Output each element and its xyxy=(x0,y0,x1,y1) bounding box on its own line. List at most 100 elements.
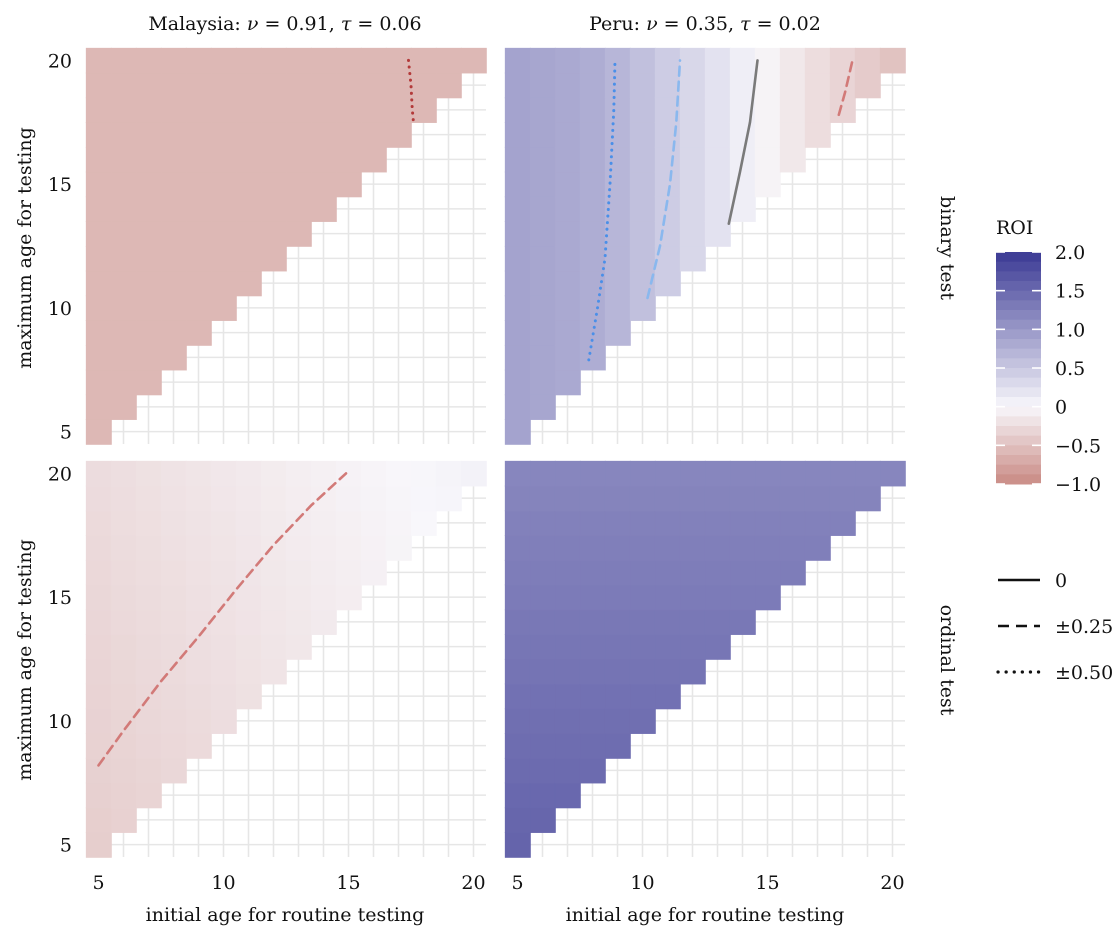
heatmap-cell xyxy=(160,97,187,124)
heatmap-cell xyxy=(779,47,806,74)
heatmap-cell xyxy=(285,584,312,611)
heatmap-cell xyxy=(185,196,212,223)
x-tick-label: 5 xyxy=(92,872,104,894)
heatmap-cell xyxy=(385,460,412,487)
heatmap-cell xyxy=(110,609,137,636)
y-tick-label: 20 xyxy=(48,463,72,485)
heatmap-cell xyxy=(135,146,162,173)
heatmap-cell xyxy=(85,221,112,247)
heatmap-cell xyxy=(85,295,112,322)
heatmap-cell xyxy=(579,757,606,784)
heatmap-cell xyxy=(185,559,212,586)
heatmap-cell xyxy=(135,47,162,74)
heatmap-cell xyxy=(235,609,262,636)
colorbar-label: 1.0 xyxy=(1055,319,1085,341)
heatmap-cell xyxy=(235,584,262,611)
heatmap-cell xyxy=(604,146,631,173)
heatmap-cell xyxy=(135,782,162,809)
heatmap-cell xyxy=(654,535,681,561)
heatmap-cell xyxy=(85,270,112,297)
heatmap-cell xyxy=(360,122,387,148)
heatmap-cell xyxy=(210,683,237,710)
heatmap-cell xyxy=(679,122,706,148)
heatmap-cell xyxy=(579,122,606,148)
heatmap-cell xyxy=(529,295,556,322)
heatmap-cell xyxy=(529,47,556,74)
heatmap-cell xyxy=(854,47,881,74)
heatmap-cell xyxy=(529,807,556,834)
heatmap-cell xyxy=(285,510,312,537)
heatmap-cell xyxy=(529,320,556,346)
heatmap-cell xyxy=(285,221,312,247)
column-title-malaysia: Malaysia: ν = 0.91, τ = 0.06 xyxy=(148,13,421,35)
heatmap-cell xyxy=(779,460,806,487)
heatmap-cell xyxy=(654,47,681,74)
heatmap-cell xyxy=(704,485,731,512)
heatmap-cell xyxy=(804,122,831,148)
heatmap-cell xyxy=(110,171,137,198)
heatmap-cell xyxy=(160,733,187,759)
heatmap-cells xyxy=(504,47,906,445)
heatmap-cell xyxy=(729,485,756,512)
heatmap-cell xyxy=(235,146,262,173)
heatmap-cell xyxy=(210,658,237,685)
heatmap-cell xyxy=(185,683,212,710)
heatmap-cell xyxy=(504,344,531,371)
heatmap-cell xyxy=(135,369,162,396)
heatmap-cell xyxy=(135,97,162,124)
heatmap-cell xyxy=(185,295,212,322)
heatmap-cell xyxy=(779,559,806,586)
heatmap-cell xyxy=(604,320,631,346)
contour-line xyxy=(837,59,854,117)
y-tick-label: 15 xyxy=(48,174,72,196)
heatmap-cell xyxy=(554,97,581,124)
heatmap-cell xyxy=(679,535,706,561)
heatmap-cell xyxy=(110,146,137,173)
heatmap-cell xyxy=(160,171,187,198)
heatmap-cell xyxy=(85,245,112,272)
heatmap-cell xyxy=(504,559,531,586)
heatmap-cell xyxy=(360,485,387,512)
heatmap-cell xyxy=(504,460,531,487)
heatmap-cell xyxy=(704,584,731,611)
heatmap-cell xyxy=(85,97,112,124)
heatmap-cell xyxy=(210,708,237,735)
heatmap-cell xyxy=(260,97,287,124)
heatmap-cell xyxy=(554,584,581,611)
heatmap-cell xyxy=(579,196,606,223)
heatmap-cell xyxy=(160,757,187,784)
heatmap-cell xyxy=(235,634,262,660)
heatmap-cell xyxy=(729,559,756,586)
heatmap-cell xyxy=(110,708,137,735)
heatmap-cell xyxy=(629,460,656,487)
heatmap-cell xyxy=(729,510,756,537)
heatmap-cell xyxy=(729,122,756,148)
heatmap-cell xyxy=(804,485,831,512)
heatmap-cell xyxy=(604,584,631,611)
heatmap-cell xyxy=(185,270,212,297)
heatmap-cell xyxy=(135,460,162,487)
heatmap-cell xyxy=(529,394,556,421)
heatmap-cell xyxy=(110,47,137,74)
heatmap-cell xyxy=(235,510,262,537)
heatmap-cell xyxy=(85,757,112,784)
row-label-ordinal: ordinal test xyxy=(936,605,958,716)
heatmap-cell xyxy=(335,72,362,99)
heatmap-cell xyxy=(260,559,287,586)
heatmap-cell xyxy=(629,708,656,735)
heatmap-cell xyxy=(135,757,162,784)
heatmap-cell xyxy=(435,47,462,74)
colorbar-segment xyxy=(996,348,1041,359)
heatmap-cell xyxy=(210,295,237,322)
heatmap-cell xyxy=(410,485,437,512)
heatmap-cell xyxy=(604,221,631,247)
heatmap-cell xyxy=(460,460,487,487)
heatmap-cell xyxy=(360,97,387,124)
heatmap-cell xyxy=(604,72,631,99)
color-legend-title: ROI xyxy=(996,217,1033,239)
heatmap-cell xyxy=(160,47,187,74)
heatmap-cell xyxy=(579,733,606,759)
heatmap-cell xyxy=(335,97,362,124)
heatmap-cell xyxy=(504,97,531,124)
heatmap-cell xyxy=(579,97,606,124)
